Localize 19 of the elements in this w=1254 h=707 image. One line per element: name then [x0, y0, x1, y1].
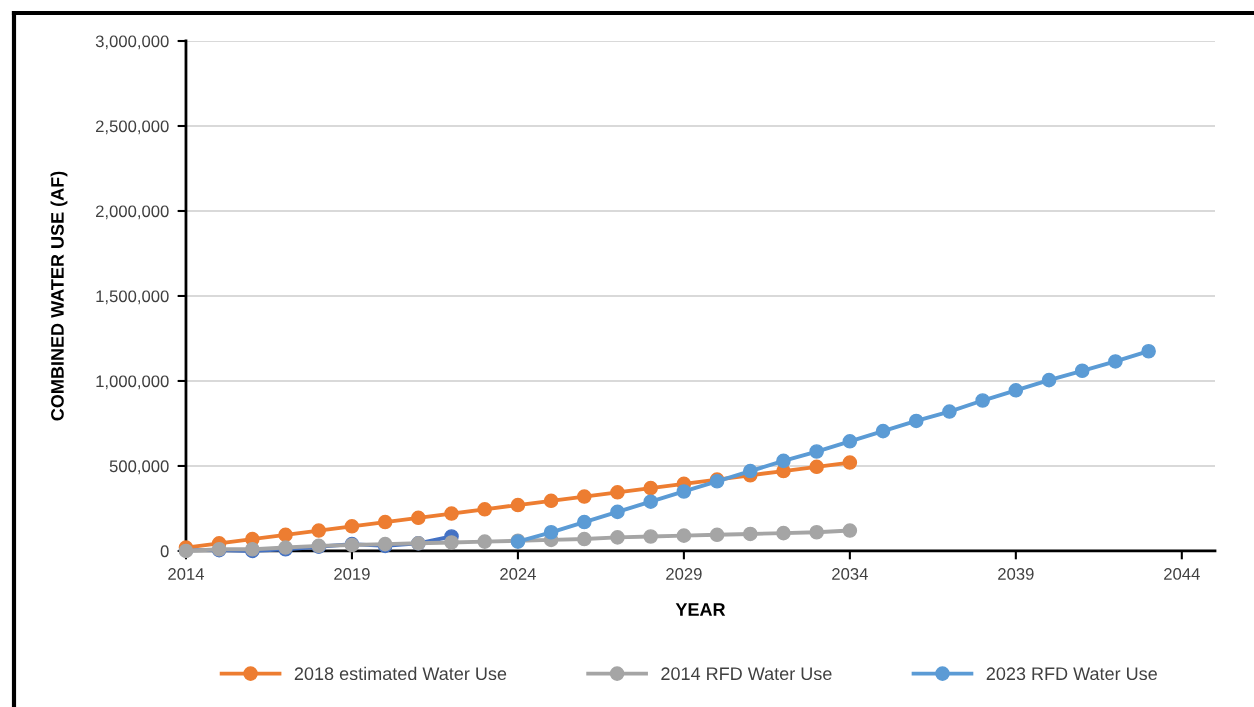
legend-label: 2018 estimated Water Use	[294, 666, 507, 681]
y-tick-label: 1,000,000	[96, 375, 169, 390]
x-tick-label: 2029	[666, 568, 702, 580]
x-tick-label: 2014	[168, 568, 205, 580]
legend-label: 2023 RFD Water Use	[986, 667, 1157, 681]
y-tick-label: 500,000	[109, 460, 169, 475]
x-axis-title: YEAR	[675, 603, 726, 616]
y-tick-label: 3,000,000	[95, 35, 169, 50]
x-tick-label: 2024	[500, 568, 536, 580]
x-tick-label: 2044	[1164, 568, 1200, 580]
legend-label: 2014 RFD Water Use	[661, 667, 832, 681]
x-tick-label: 2039	[998, 568, 1034, 580]
y-tick-label: 2,500,000	[96, 120, 169, 135]
y-tick-label: 1,500,000	[96, 290, 169, 305]
y-tick-label: 0	[160, 545, 169, 558]
y-tick-label: 2,000,000	[96, 205, 169, 220]
x-tick-label: 2034	[832, 568, 868, 580]
y-axis-title: COMBINED WATER USE (AF)	[50, 171, 68, 421]
x-tick-label: 2019	[334, 568, 370, 580]
